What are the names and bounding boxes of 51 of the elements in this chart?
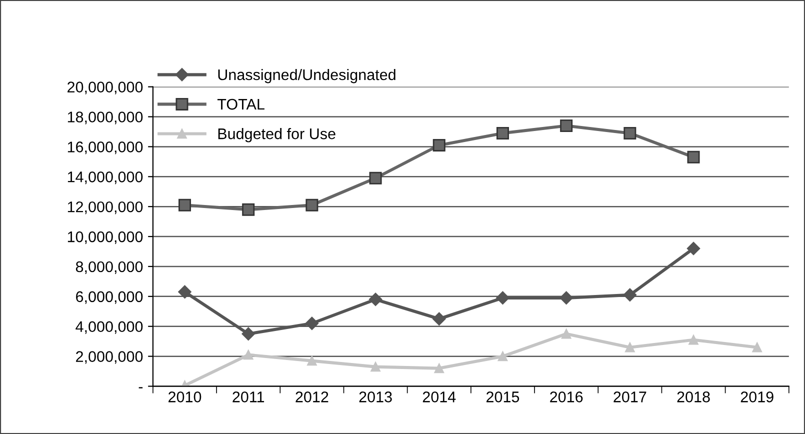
point <box>432 138 446 152</box>
point <box>688 334 698 345</box>
legend-label: TOTAL <box>217 98 264 110</box>
point <box>242 203 255 216</box>
x-tick-label: 2018 <box>677 392 710 402</box>
x-tick-label: 2015 <box>486 392 520 402</box>
point <box>434 363 444 374</box>
point <box>370 362 380 372</box>
point <box>687 150 700 164</box>
x-tick-label: 2017 <box>614 392 646 402</box>
y-tick-label: 18,000,000 <box>68 112 143 124</box>
point <box>560 119 573 132</box>
y-tick-label: 10,000,000 <box>68 231 143 244</box>
point <box>178 198 191 212</box>
point <box>369 172 382 184</box>
point <box>498 351 508 362</box>
point <box>686 242 700 256</box>
point <box>178 285 192 299</box>
legend-label: Unassigned/Undesignated <box>218 68 396 84</box>
point <box>368 292 382 306</box>
x-tick-label: 2012 <box>296 392 328 402</box>
y-tick-label: 16,000,000 <box>68 142 143 154</box>
point <box>623 288 636 302</box>
point <box>625 342 635 352</box>
point <box>307 356 317 366</box>
point <box>496 291 510 305</box>
x-tick-label: 2010 <box>168 392 202 402</box>
x-tick-label: 2013 <box>359 392 392 402</box>
point <box>560 291 573 305</box>
point <box>496 126 509 140</box>
point <box>432 312 446 326</box>
x-tick-label: 2011 <box>232 392 264 402</box>
point <box>752 342 762 352</box>
y-tick-label: - <box>138 387 143 388</box>
point <box>242 327 255 340</box>
legend-label: Budgeted for Use <box>218 128 336 142</box>
y-tick-label: 14,000,000 <box>68 172 143 184</box>
x-tick-label: 2016 <box>550 392 583 402</box>
y-tick-label: 12,000,000 <box>68 201 143 214</box>
point <box>305 316 319 330</box>
y-tick-label: 4,000,000 <box>76 321 143 334</box>
point <box>306 198 318 212</box>
y-tick-label: 8,000,000 <box>76 261 143 274</box>
y-tick-label: 2,000,000 <box>76 351 143 364</box>
point <box>243 350 254 360</box>
x-tick-label: 2019 <box>740 392 774 402</box>
x-tick-label: 2014 <box>422 392 456 402</box>
y-tick-label: 20,000,000 <box>68 82 143 94</box>
point <box>624 126 636 140</box>
point <box>561 328 572 339</box>
y-tick-label: 6,000,000 <box>76 291 143 304</box>
